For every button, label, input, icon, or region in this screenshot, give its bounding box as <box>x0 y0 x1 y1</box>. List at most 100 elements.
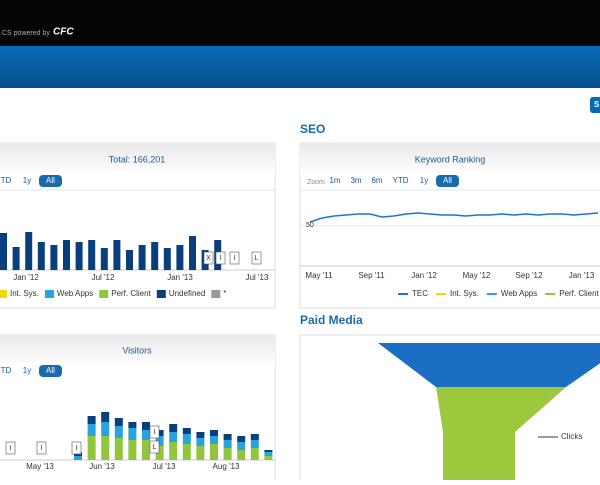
top-button[interactable] <box>590 97 600 113</box>
bar-segment <box>128 440 137 460</box>
range-button[interactable]: YTD <box>393 176 409 185</box>
legend-label[interactable]: Web Apps <box>57 289 93 298</box>
bar-segment <box>155 436 164 446</box>
flag <box>149 425 160 439</box>
panel-header <box>300 143 600 175</box>
legend-swatch[interactable] <box>99 290 109 298</box>
legend-swatch[interactable] <box>0 290 7 298</box>
range-button[interactable]: 1y <box>23 366 31 375</box>
bar-segment <box>250 448 259 460</box>
seo-title: Keyword Ranking <box>415 154 486 164</box>
legend-label[interactable]: Int. Sys. <box>450 289 479 298</box>
bar <box>113 240 121 270</box>
bar <box>37 242 45 270</box>
bar-segment <box>87 424 96 436</box>
range-button[interactable]: All <box>443 176 452 185</box>
flag-label: L <box>255 255 259 262</box>
paid-heading: Paid Media <box>300 313 363 327</box>
bar-segment <box>155 446 164 460</box>
top-button-label[interactable]: S <box>594 100 600 109</box>
bar <box>0 233 7 270</box>
legend-swatch[interactable] <box>156 290 166 298</box>
nav-band <box>0 46 600 88</box>
flag-label: I <box>76 445 78 452</box>
range-button[interactable]: All <box>46 366 55 375</box>
line <box>309 212 599 223</box>
range-button-bg[interactable] <box>39 365 62 377</box>
range-button[interactable]: 3m <box>350 176 361 185</box>
bar <box>176 245 184 270</box>
legend-label[interactable]: Perf. Client <box>111 289 151 298</box>
flag <box>5 441 16 455</box>
legend-label[interactable]: Web Apps <box>501 289 537 298</box>
bar-segment <box>169 424 178 432</box>
legend-swatch[interactable] <box>44 290 54 298</box>
flag <box>71 441 82 455</box>
bar-segment <box>210 436 218 444</box>
tagline: CS powered by <box>2 30 50 37</box>
bar <box>50 245 58 270</box>
bar-segment <box>196 446 205 460</box>
bar <box>126 250 133 270</box>
legend-label[interactable]: Perf. Client <box>559 289 599 298</box>
legend-label[interactable]: * <box>223 289 226 298</box>
bar-segment <box>196 432 205 438</box>
bar-segment <box>101 436 110 460</box>
seo-heading: SEO <box>300 122 325 136</box>
flag-label: L <box>153 444 157 451</box>
bar-segment <box>101 422 110 436</box>
legend-label[interactable]: Int. Sys. <box>10 289 39 298</box>
range-button[interactable]: 1y <box>23 176 31 185</box>
bar-segment <box>250 440 259 448</box>
bar-segment <box>114 418 123 426</box>
bar-segment <box>114 426 123 438</box>
x-tick-label: Jun '13 <box>89 462 115 471</box>
bar-segment <box>74 456 82 460</box>
logo: CFC <box>53 27 74 38</box>
panel-header <box>0 335 275 367</box>
range-button-bg[interactable] <box>436 175 459 187</box>
bar-segment <box>101 412 110 422</box>
legend-label[interactable]: TEC <box>412 289 428 298</box>
range-button[interactable]: TD <box>1 176 12 185</box>
flag <box>36 441 47 455</box>
x-tick-label: May '12 <box>463 271 491 280</box>
bar-segment <box>237 442 246 450</box>
range-button[interactable]: All <box>46 176 55 185</box>
visitors-title: Visitors <box>122 345 152 355</box>
flag-label: I <box>154 429 156 436</box>
bar-segment <box>114 438 123 460</box>
legend-swatch[interactable] <box>211 290 221 298</box>
bar-segment <box>142 430 150 440</box>
bar-segment <box>237 450 246 460</box>
x-tick-label: Jan '12 <box>13 273 39 282</box>
bar <box>75 242 83 270</box>
bar-segment <box>264 452 273 456</box>
bar-segment <box>182 428 191 434</box>
funnel-bottom <box>436 387 566 480</box>
x-tick-label: Jul '13 <box>153 462 176 471</box>
x-tick-label: May '11 <box>305 271 333 280</box>
bar-segment <box>182 434 191 444</box>
bar <box>88 240 96 270</box>
range-button[interactable]: 1y <box>420 176 428 185</box>
bar-segment <box>128 422 137 428</box>
bar-segment <box>155 430 164 436</box>
bar <box>138 245 146 270</box>
x-tick-label: Sep '12 <box>516 271 543 280</box>
bar-segment <box>87 436 96 460</box>
bar <box>189 236 196 270</box>
range-button[interactable]: 1m <box>329 176 340 185</box>
x-tick-label: Jan '13 <box>569 271 595 280</box>
bar <box>12 247 20 270</box>
range-button[interactable]: 6m <box>371 176 382 185</box>
bar-segment <box>264 450 273 452</box>
range-button[interactable]: TD <box>1 366 12 375</box>
funnel-label: Clicks <box>561 432 582 441</box>
flag-label: I <box>41 445 43 452</box>
bar-segment <box>142 422 150 430</box>
legend-label[interactable]: Undefined <box>169 289 205 298</box>
range-button-bg[interactable] <box>39 175 62 187</box>
bar <box>163 248 171 270</box>
